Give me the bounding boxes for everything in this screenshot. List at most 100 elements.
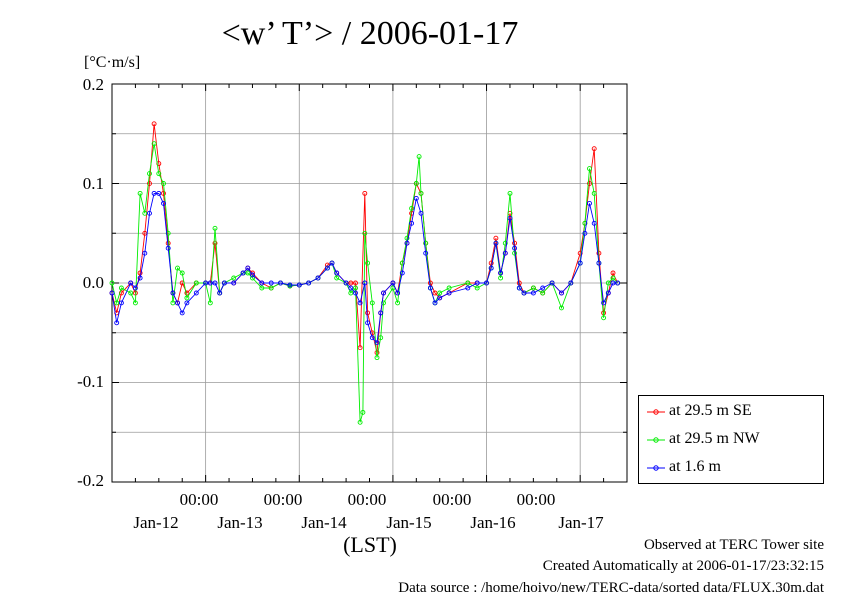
data-point [278,280,283,286]
x-time-tick: 00:00 [347,490,387,509]
data-point [446,285,452,291]
data-point [348,290,354,296]
data-point [184,290,190,296]
data-point [114,320,120,326]
data-point [114,300,120,306]
data-point [540,285,546,291]
data-point [179,270,185,276]
data-point [605,280,611,286]
data-point [413,181,419,186]
data-point [601,315,607,321]
data-point [582,230,588,236]
data-point [374,355,380,361]
x-time-tick: 00:00 [179,490,219,509]
data-point [221,280,227,286]
data-point [409,205,415,211]
data-point [165,245,171,251]
data-point [161,190,166,196]
data-point [365,310,371,316]
data-point [596,250,602,256]
data-point [324,262,330,268]
x-date-label: Jan-15 [386,513,432,532]
data-point [549,280,555,286]
data-point [362,280,368,286]
data-point [259,285,265,291]
data-point [156,171,162,177]
data-point [353,290,358,296]
data-point [175,265,180,271]
data-point [348,280,354,286]
data-point [390,280,396,286]
data-point [418,190,424,196]
data-point [446,290,452,296]
data-point [137,275,143,281]
data-point [591,190,597,196]
data-point [610,270,616,276]
data-point [118,285,124,291]
data-point [516,285,522,291]
data-point [217,290,223,296]
data-point [474,285,480,291]
data-point [268,285,274,291]
data-point [250,272,255,278]
data-point [577,260,583,266]
data-point [559,305,564,311]
data-point [147,210,152,216]
data-point [369,300,375,306]
data-point [203,280,209,286]
data-point [587,200,592,206]
legend-item-29-5m-se: at 29.5 m SE [647,402,822,422]
data-point [437,290,443,296]
data-point [432,300,438,306]
data-point [493,235,499,241]
data-point [348,285,354,291]
data-point [193,290,199,296]
data-point [109,280,115,286]
data-point [142,250,148,256]
data-point [151,121,157,127]
data-point [161,200,166,206]
data-point [151,190,157,196]
data-point [334,275,340,281]
data-point [161,181,166,186]
data-point [231,280,237,286]
data-point [324,265,330,271]
legend-label: at 1.6 m [669,458,721,475]
data-point [360,409,366,415]
data-point [231,275,237,281]
data-point [250,275,255,281]
legend-marker-red [647,409,665,415]
data-point [587,166,592,172]
data-point [343,280,349,286]
data-point [175,300,180,306]
data-point [568,280,574,286]
data-point [423,240,429,246]
data-point [156,190,162,196]
data-point [488,260,494,266]
data-point [409,220,415,226]
data-point [245,265,251,271]
data-point [329,260,335,266]
x-time-tick: 00:00 [432,490,472,509]
data-point [530,290,536,296]
data-point [296,282,302,288]
data-point [423,250,429,256]
data-point [530,285,536,291]
data-point [381,300,386,306]
data-point [353,280,358,286]
y-tick-label: 0.0 [82,273,104,292]
data-point [259,280,265,286]
x-axis-label: (LST) [343,532,397,557]
data-point [357,300,363,306]
data-point [212,280,218,286]
data-point [498,275,504,281]
data-point [137,190,143,196]
data-point [147,171,152,177]
x-date-label: Jan-14 [301,513,347,532]
data-point [184,300,190,306]
chart-title: <w’ T’> / 2006-01-17 [221,15,519,52]
data-point [591,220,597,226]
data-point [374,340,380,346]
data-point [404,235,410,241]
